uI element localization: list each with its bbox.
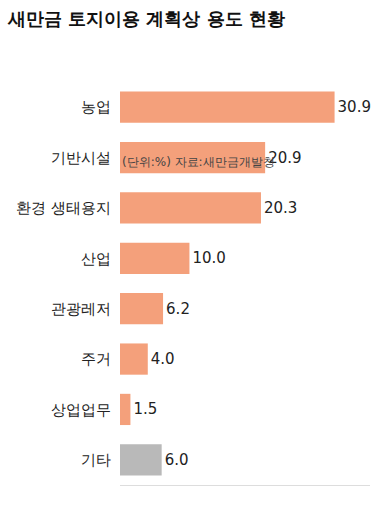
svg-text:4.0: 4.0 bbox=[151, 350, 175, 368]
svg-text:농업: 농업 bbox=[81, 98, 111, 116]
svg-text:20.9: 20.9 bbox=[268, 149, 301, 167]
svg-text:산업: 산업 bbox=[81, 250, 111, 268]
svg-text:1.5: 1.5 bbox=[133, 400, 157, 418]
svg-text:10.0: 10.0 bbox=[192, 249, 225, 267]
svg-text:30.9: 30.9 bbox=[338, 98, 371, 116]
svg-text:기반시설: 기반시설 bbox=[51, 149, 111, 167]
svg-text:환경 생태용지: 환경 생태용지 bbox=[16, 199, 111, 217]
svg-text:6.2: 6.2 bbox=[166, 300, 190, 318]
svg-text:기타: 기타 bbox=[81, 451, 111, 469]
svg-text:관광레저: 관광레저 bbox=[51, 300, 111, 318]
svg-text:(단위:%) 자료:새만금개발청: (단위:%) 자료:새만금개발청 bbox=[122, 155, 275, 169]
svg-text:6.0: 6.0 bbox=[165, 451, 189, 469]
svg-text:상업업무: 상업업무 bbox=[51, 401, 111, 419]
svg-text:새만금 토지이용 계획상 용도 현황: 새만금 토지이용 계획상 용도 현황 bbox=[7, 8, 285, 29]
svg-text:주거: 주거 bbox=[81, 350, 111, 368]
svg-text:20.3: 20.3 bbox=[264, 199, 297, 217]
